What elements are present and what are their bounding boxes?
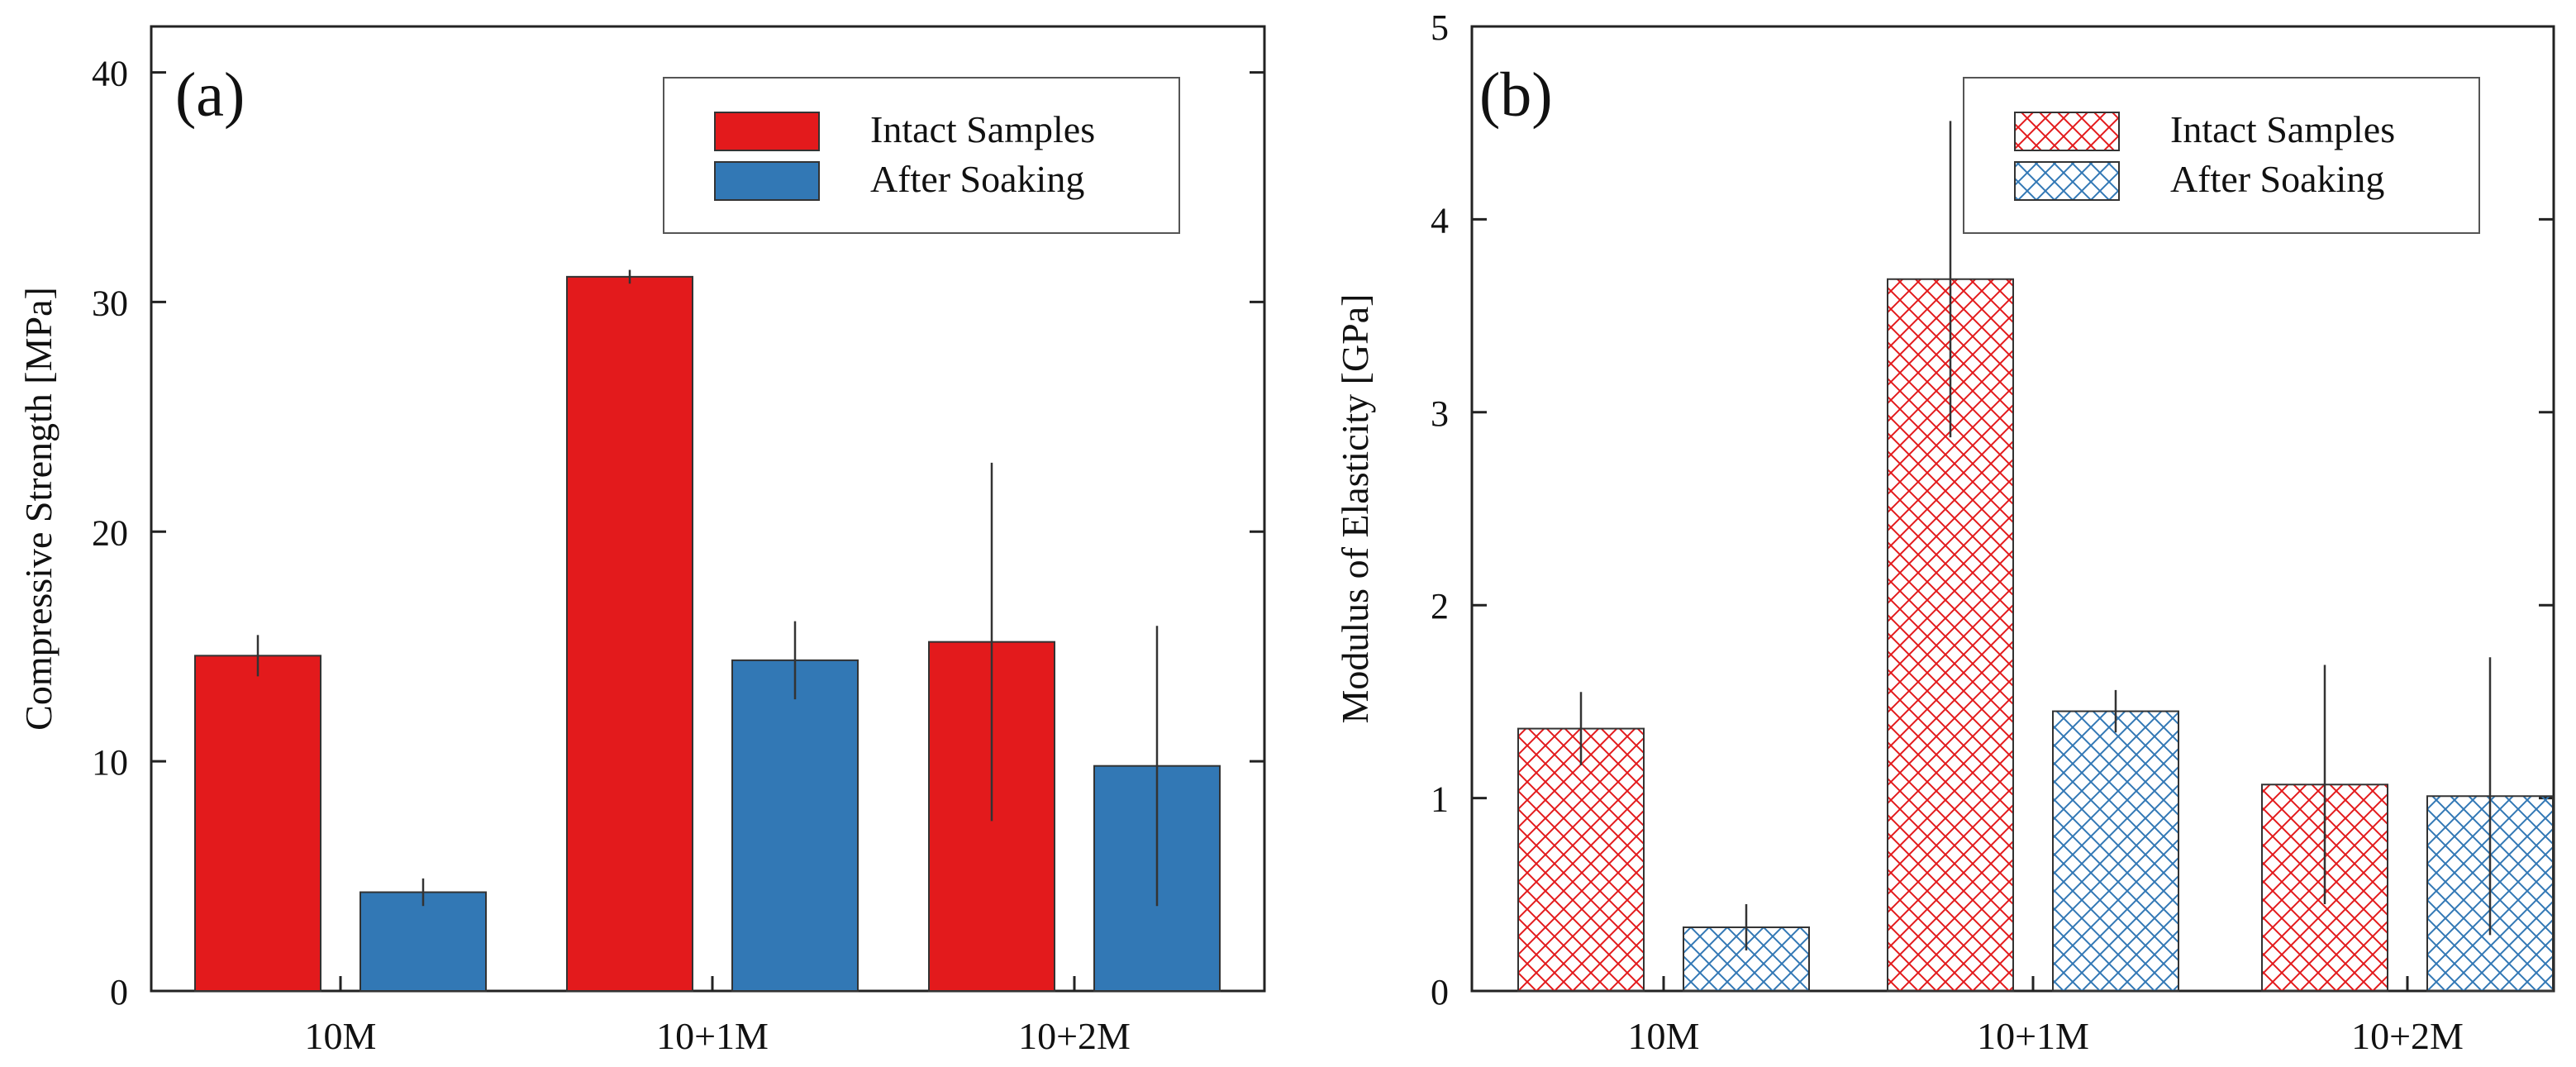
legend-box <box>663 77 1180 234</box>
y-tick-label: 20 <box>92 512 128 553</box>
legend-swatch <box>2014 161 2120 201</box>
y-tick-label: 0 <box>110 972 128 1012</box>
panel-label: (a) <box>175 60 245 130</box>
bar-intact-samples-10+1M <box>566 275 693 993</box>
legend-box <box>1963 77 2480 234</box>
y-tick-label: 4 <box>1431 200 1449 241</box>
y-axis-label: Modulus of Elasticity [GPa] <box>1334 294 1376 724</box>
y-tick-label: 30 <box>92 283 128 323</box>
legend-swatch <box>714 161 820 201</box>
y-tick-label: 0 <box>1431 972 1449 1012</box>
y-tick-label: 3 <box>1431 393 1449 434</box>
legend-label: After Soaking <box>2170 158 2384 200</box>
y-tick-label: 40 <box>92 54 128 94</box>
y-axis-label: Compressive Strength [MPa] <box>17 287 60 731</box>
y-tick-label: 10 <box>92 742 128 783</box>
legend-swatch <box>2014 112 2120 151</box>
bar-intact-samples-10M <box>1517 727 1645 992</box>
x-tick-label: 10+2M <box>2351 1015 2464 1057</box>
legend-swatch <box>714 112 820 151</box>
panel-label: (b) <box>1479 60 1553 130</box>
panel-b: 0 1 2 3 4 5 Modulus of Elasticity [GPa] (b) 10M 1… <box>1334 7 2555 1057</box>
legend-label: Intact Samples <box>870 108 1095 150</box>
legend-label: Intact Samples <box>2170 108 2395 150</box>
panel-a: 0 10 20 30 40 Compressive Strength [MPa] (a) 10… <box>17 25 1266 1057</box>
x-tick-label: 10+1M <box>656 1015 769 1057</box>
y-tick-label: 1 <box>1431 779 1449 820</box>
bar-after-soaking-10M <box>359 891 487 993</box>
y-tick-label: 2 <box>1431 586 1449 626</box>
x-tick-label: 10+1M <box>1977 1015 2089 1057</box>
y-tick-label: 5 <box>1431 7 1449 48</box>
bar-after-soaking-10+1M <box>731 659 859 993</box>
bar-intact-samples-10M <box>194 655 321 992</box>
legend: Intact Samples After Soaking <box>663 77 1180 234</box>
x-tick-label: 10M <box>1628 1015 1700 1057</box>
bar-after-soaking-10+1M <box>2052 710 2179 992</box>
x-tick-label: 10+2M <box>1018 1015 1131 1057</box>
x-tick-label: 10M <box>305 1015 377 1057</box>
legend-label: After Soaking <box>870 158 1084 200</box>
legend: Intact Samples After Soaking <box>1963 77 2480 234</box>
plot-frame-a <box>150 25 1266 993</box>
